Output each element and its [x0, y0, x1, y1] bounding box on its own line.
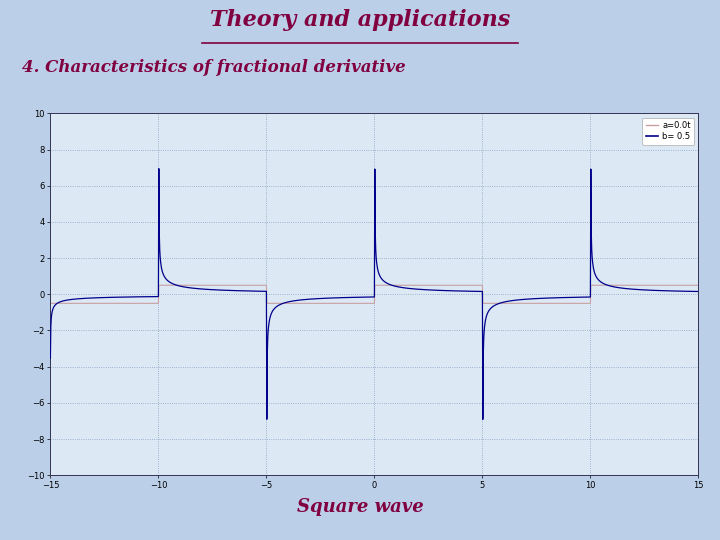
Text: 4. Characteristics of fractional derivative: 4. Characteristics of fractional derivat… [22, 59, 405, 76]
Text: Theory and applications: Theory and applications [210, 9, 510, 31]
Text: Square wave: Square wave [297, 498, 423, 516]
Legend: a=0.0t, b= 0.5: a=0.0t, b= 0.5 [642, 118, 694, 145]
